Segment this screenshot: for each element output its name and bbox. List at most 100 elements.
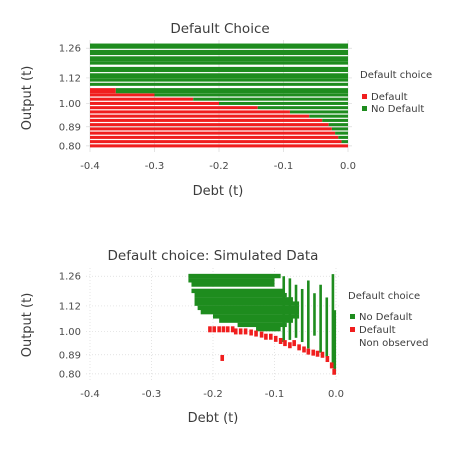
no-default-column [313, 293, 316, 336]
default-cell-row [90, 131, 336, 135]
no-default-cell-row [328, 123, 348, 127]
no-default-row [256, 326, 281, 332]
default-point [233, 328, 238, 335]
legend-entry-default: Default [359, 325, 396, 336]
default-point [288, 342, 292, 349]
chart-title: Default Choice [170, 21, 269, 37]
default-point [230, 326, 235, 333]
default-point [217, 326, 221, 333]
default-cell-row [90, 135, 339, 139]
no-default-row [188, 273, 281, 279]
legend-title: Default choice [348, 291, 420, 302]
no-default-column [319, 284, 322, 353]
y-axis-label: Output (t) [20, 66, 35, 131]
default-cell-row [90, 97, 194, 101]
default-region [90, 88, 348, 148]
x-tick-label: -0.3 [145, 161, 165, 172]
chart-title: Default choice: Simulated Data [108, 248, 319, 264]
no-default-cell-row [341, 140, 348, 144]
default-cell-row [90, 114, 310, 118]
no-default-row [191, 288, 284, 294]
default-point [329, 362, 334, 369]
default-point [292, 340, 296, 347]
default-point [273, 335, 278, 342]
legend-entry-no-default: No Default [371, 104, 424, 115]
default-point [238, 328, 243, 335]
legend-swatch-no-default [350, 314, 355, 319]
no-default-column [331, 274, 335, 368]
default-point [269, 333, 273, 340]
x-tick-label: -0.4 [80, 389, 100, 400]
legend-title: Default choice [360, 70, 432, 81]
x-tick-label: -0.2 [209, 161, 229, 172]
default-point [249, 329, 253, 336]
no-default-cell-row [154, 93, 348, 97]
y-tick-labels: 1.26 1.12 1.00 0.89 0.80 [59, 272, 81, 381]
default-point [225, 326, 230, 333]
default-cell-row [90, 123, 329, 127]
no-default-column [288, 278, 292, 340]
default-point [306, 348, 311, 355]
y-axis-label: Output (t) [20, 293, 35, 358]
default-cell-row [90, 118, 323, 122]
no-default-column [294, 284, 298, 338]
no-default-cell-row [193, 97, 348, 101]
y-tick-label: 1.12 [59, 73, 81, 84]
x-tick-label: -0.1 [274, 161, 294, 172]
x-axis-label: Debt (t) [188, 411, 239, 426]
legend-swatch-no-default [362, 106, 367, 111]
no-default-cell-row [90, 82, 348, 86]
no-default-cell-row [90, 73, 348, 79]
default-point [220, 354, 225, 361]
no-default-row [237, 322, 287, 328]
default-cell-row [90, 93, 155, 97]
x-tick-label: -0.1 [265, 389, 285, 400]
no-default-row [200, 309, 300, 315]
default-point [259, 331, 264, 338]
no-default-column [282, 276, 286, 343]
legend-entry-default: Default [371, 92, 408, 103]
default-cell-row [90, 106, 258, 110]
no-default-cell-row [90, 49, 348, 56]
default-point [212, 326, 217, 333]
default-cell-row [90, 144, 348, 148]
x-tick-label: 0.0 [340, 161, 356, 172]
x-tick-label: -0.4 [80, 161, 100, 172]
no-default-cell-row [90, 56, 348, 62]
legend: Default choice No Default Default Non ob… [348, 291, 428, 349]
default-point [283, 340, 287, 347]
y-tick-label: 1.12 [59, 301, 81, 312]
y-tick-label: 1.26 [59, 272, 81, 283]
no-default-cell-row [90, 43, 348, 49]
no-default-region [90, 43, 348, 144]
x-tick-labels: -0.4 -0.3 -0.2 -0.1 0.0 [80, 161, 356, 172]
no-default-row [194, 301, 300, 306]
legend-swatch-default [362, 94, 367, 99]
y-tick-label: 1.26 [59, 44, 81, 55]
default-point [332, 368, 336, 375]
y-tick-label: 1.00 [59, 327, 81, 338]
no-default-row [191, 282, 275, 287]
simulated-data-chart: Default choice: Simulated Data 1.26 1.12 1… [20, 248, 428, 426]
default-point [208, 326, 212, 333]
default-point [311, 349, 316, 356]
default-cell-row [90, 101, 219, 105]
no-default-row [194, 292, 287, 298]
default-point [254, 330, 258, 337]
x-tick-label: 0.0 [328, 389, 344, 400]
y-tick-label: 0.89 [59, 350, 81, 361]
y-tick-label: 1.00 [59, 99, 81, 110]
no-default-cell-row [309, 114, 348, 118]
no-default-column [307, 280, 310, 349]
default-cell-row [90, 110, 290, 114]
x-tick-label: -0.3 [142, 389, 162, 400]
no-default-cell-row [331, 127, 348, 131]
default-cell-row [90, 127, 332, 131]
default-point [221, 326, 226, 333]
default-points [208, 326, 336, 375]
default-point [297, 344, 301, 351]
legend-swatch-default [350, 327, 355, 332]
default-point [278, 337, 283, 344]
no-default-cell-row [115, 88, 348, 94]
no-default-cell-row [289, 110, 348, 114]
